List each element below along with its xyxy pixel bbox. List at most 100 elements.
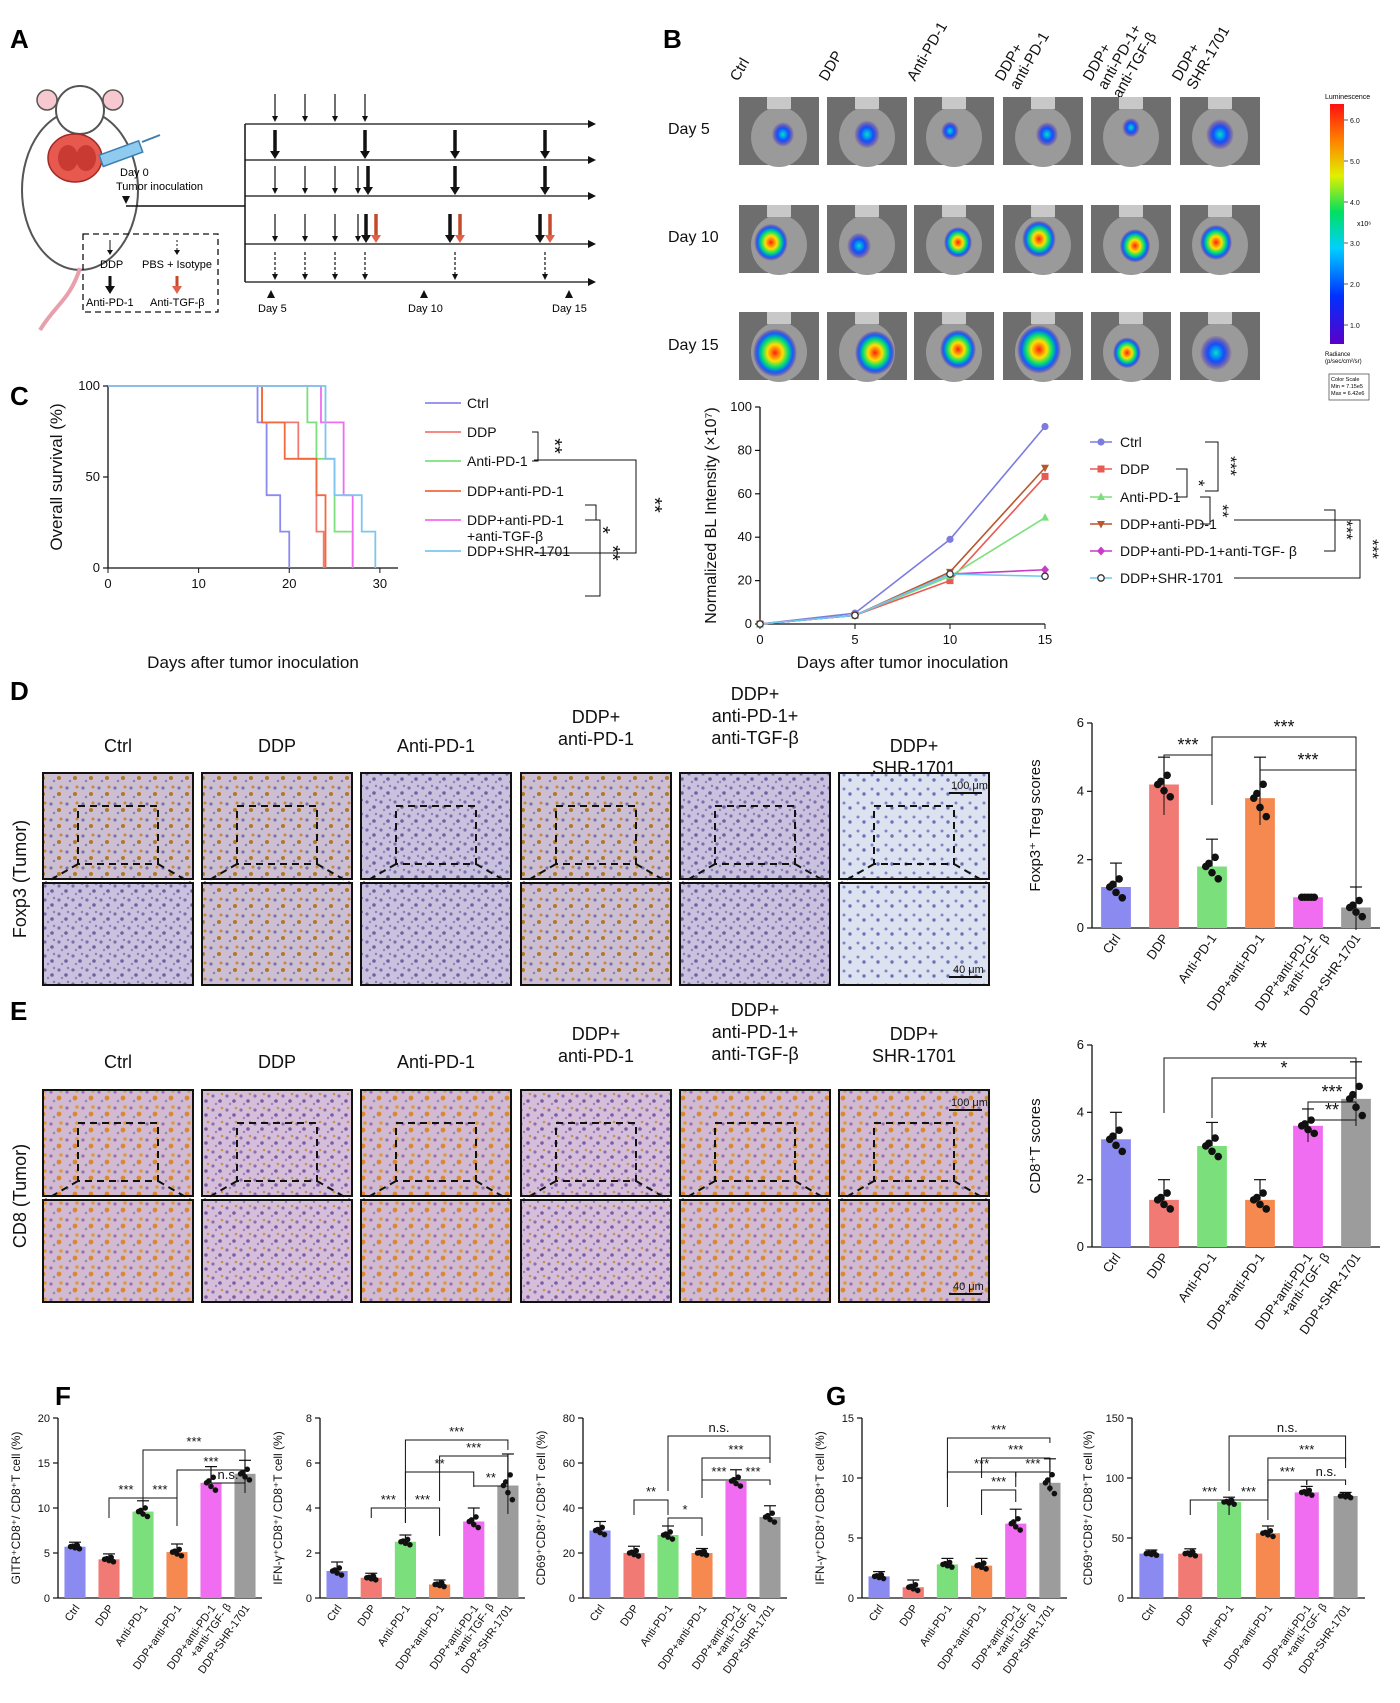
sig-bracket xyxy=(1234,519,1361,579)
luminescence-signal xyxy=(771,122,795,147)
data-dot xyxy=(336,1565,343,1571)
y-tick-label: 0 xyxy=(1118,1593,1124,1605)
group-label: DDP+SHR-1701 xyxy=(872,1024,956,1066)
data-dot xyxy=(176,1546,183,1553)
bar xyxy=(1217,1502,1242,1598)
data-dot xyxy=(601,1531,608,1538)
bar xyxy=(1101,1139,1131,1247)
label-line: Anti-PD-1 xyxy=(1199,1603,1236,1649)
survival-curve xyxy=(108,385,325,568)
ihc-high-mag xyxy=(42,1199,194,1303)
sig-label: *** xyxy=(118,1482,133,1497)
panel-label-b: B xyxy=(663,24,682,54)
arrow-head xyxy=(545,235,555,243)
y-tick-label: 5 xyxy=(44,1548,50,1560)
sig-label: * xyxy=(1280,1058,1287,1078)
data-dot xyxy=(1270,1533,1276,1540)
label-line: Anti-PD-1 xyxy=(1175,1250,1220,1305)
bar xyxy=(326,1571,348,1598)
label-line: Anti-PD-1 xyxy=(918,1603,955,1649)
group-label: DDP xyxy=(258,736,296,756)
group-label: DDP xyxy=(258,1052,296,1072)
bar xyxy=(691,1553,713,1598)
nose-cone xyxy=(1208,312,1232,324)
row-label: Foxp3 (Tumor) xyxy=(10,820,30,938)
sig-bracket xyxy=(946,1437,1051,1478)
data-dot xyxy=(246,1477,253,1483)
ihc-low-mag xyxy=(520,1089,672,1197)
x-tick-label: 5 xyxy=(851,632,858,647)
y-tick-label: 6 xyxy=(306,1458,312,1470)
x-tick-label: Ctrl xyxy=(867,1603,887,1624)
arrow-head xyxy=(302,116,308,122)
series-line xyxy=(759,467,1046,625)
luminescence-signal xyxy=(1113,337,1141,369)
ihc-low-mag xyxy=(520,772,672,880)
sig-label: *** xyxy=(1273,717,1294,737)
group-label: Anti-PD-1 xyxy=(397,1052,475,1072)
label-line: (p/sec/cm²/sr) xyxy=(1325,359,1362,365)
label-line: Anti-PD-1 xyxy=(397,736,475,756)
label-line: DDP xyxy=(898,1603,921,1629)
arrow-head xyxy=(361,235,371,243)
data-dot xyxy=(767,1516,773,1523)
data-dot xyxy=(1109,880,1117,889)
luminescence-colorbar: Luminescence 6.0 5.0 4.0 3.0 2.0 1.0 x10⁶ Rad… xyxy=(1325,94,1371,401)
inoculation-label: Tumor inoculation xyxy=(116,181,203,193)
bar xyxy=(759,1517,781,1598)
arrow-head xyxy=(270,151,280,159)
zoom-box xyxy=(77,1122,159,1182)
scale-bar-label: 40 μm xyxy=(953,1281,984,1293)
nose-cone xyxy=(1208,97,1232,109)
sig-label: *** xyxy=(1337,520,1356,540)
ifng-bar-chart-g: 0 5 10 15 IFN-γ⁺CD8⁺/ CD8⁺T cell (%) Ctrl DDPA… xyxy=(813,1413,1067,1676)
sig-label: *** xyxy=(1008,1442,1023,1457)
luminescence-signal xyxy=(854,120,880,149)
x-tick-label: 10 xyxy=(943,632,957,647)
colorbar-tick-label: 6.0 xyxy=(1350,118,1360,125)
colorbar-tick-label: 4.0 xyxy=(1350,200,1360,207)
legend-label: DDP+anti-PD-1 +anti-TGF-β xyxy=(467,512,564,544)
y-tick-label: 0 xyxy=(1077,1239,1084,1254)
nose-cone xyxy=(855,312,879,324)
arrow-head xyxy=(272,188,278,194)
data-point xyxy=(1097,546,1105,556)
bar xyxy=(1333,1496,1358,1598)
ihc-low-mag xyxy=(201,772,353,880)
y-tick-label: 100 xyxy=(730,399,752,414)
data-dot xyxy=(633,1547,640,1554)
data-dot xyxy=(210,1474,217,1481)
luminescence-signal xyxy=(941,121,959,141)
ihc-low-mag xyxy=(679,772,831,880)
nose-cone xyxy=(1031,312,1055,324)
luminescence-signal xyxy=(847,232,871,259)
data-dot xyxy=(178,1552,185,1559)
y-tick-label: 40 xyxy=(738,529,752,544)
row-label: Day 15 xyxy=(668,337,719,354)
bar xyxy=(1293,897,1323,928)
y-tick-label: 80 xyxy=(563,1413,575,1425)
nose-cone xyxy=(1031,97,1055,109)
colorbar-tick-label: 2.0 xyxy=(1350,282,1360,289)
data-point xyxy=(1097,465,1105,473)
data-dot xyxy=(244,1466,251,1473)
arrow-head xyxy=(272,116,278,122)
label-line: DDP xyxy=(93,1603,116,1629)
zoom-line xyxy=(44,863,79,884)
label-line: anti-PD-1 xyxy=(558,1046,634,1066)
data-dot xyxy=(1301,1120,1309,1128)
data-dot xyxy=(470,1521,477,1528)
ihc-low-mag xyxy=(360,1089,512,1197)
luminescence-signal xyxy=(1122,117,1140,138)
y-tick-label: 8 xyxy=(306,1413,312,1425)
data-dot xyxy=(1349,901,1357,909)
zoom-line xyxy=(522,863,557,884)
sig-bracket xyxy=(1259,769,1357,930)
x-tick-label: 20 xyxy=(282,576,296,591)
sig-label: * xyxy=(682,1502,687,1517)
row-label: Day 10 xyxy=(668,229,719,246)
colorbar-tick-label: 3.0 xyxy=(1350,241,1360,248)
label-line: Ctrl xyxy=(867,1603,887,1624)
survival-chart: 0 10 20 30 0 50 100 Days after tumor inoculatio… xyxy=(47,378,665,672)
